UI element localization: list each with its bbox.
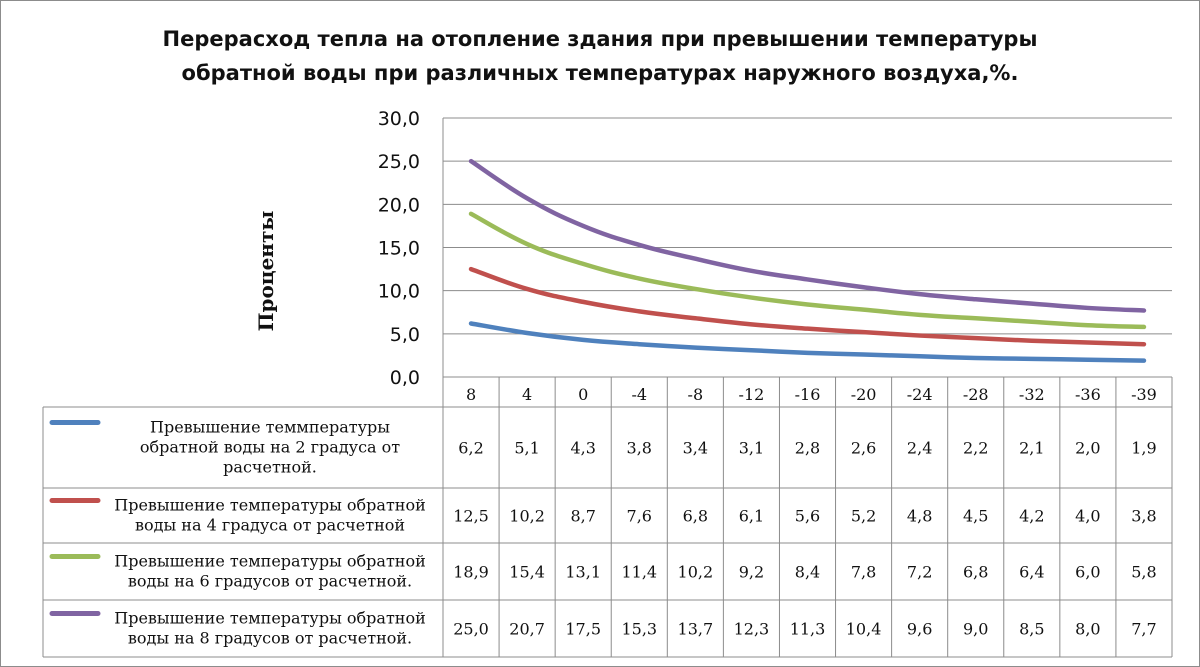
y-tick-label: 5,0 [390, 324, 420, 346]
y-tick-label: 20,0 [378, 194, 420, 216]
data-value-label: 9,0 [963, 620, 988, 639]
data-value-label: 2,4 [907, 439, 932, 458]
data-value-label: 5,2 [851, 507, 876, 526]
data-value-label: 3,4 [683, 439, 708, 458]
data-value-label: 5,1 [514, 439, 539, 458]
data-value-label: 1,9 [1131, 439, 1156, 458]
data-value-label: 3,8 [627, 439, 652, 458]
data-value-label: 6,4 [1019, 563, 1044, 582]
data-value-label: 8,4 [795, 563, 820, 582]
data-value-label: 10,2 [678, 563, 714, 582]
data-value-label: 2,6 [851, 439, 876, 458]
x-category-label: -8 [688, 385, 704, 404]
series-lines [468, 158, 1147, 363]
legend-label-line: Превышение температуры обратной [114, 552, 426, 571]
data-value-label: 3,8 [1131, 507, 1156, 526]
x-category-label: -24 [907, 385, 933, 404]
data-value-label: 4,5 [963, 507, 988, 526]
data-value-label: 2,2 [963, 439, 988, 458]
data-value-label: 17,5 [565, 620, 601, 639]
data-value-label: 20,7 [509, 620, 545, 639]
x-category-label: -20 [851, 385, 877, 404]
legend-label-line: Превышение температуры обратной [114, 496, 426, 515]
data-value-label: 15,3 [621, 620, 657, 639]
x-category-label: -16 [795, 385, 821, 404]
data-value-label: 10,2 [509, 507, 545, 526]
y-tick-label: 10,0 [378, 281, 420, 303]
legend-label-line: воды на 8 градусов от расчетной. [128, 629, 412, 648]
x-category-label: -12 [739, 385, 765, 404]
x-category-label: -28 [963, 385, 989, 404]
data-value-label: 25,0 [453, 620, 489, 639]
x-category-label: -36 [1075, 385, 1101, 404]
chart-title-line-2: обратной воды при различных температурах… [181, 61, 1019, 85]
data-value-label: 4,8 [907, 507, 932, 526]
data-value-label: 6,8 [963, 563, 988, 582]
data-value-label: 6,2 [458, 439, 483, 458]
x-category-label: 4 [522, 385, 532, 404]
y-tick-label: 0,0 [390, 367, 420, 389]
chart-title: Перерасход тепла на отопление здания при… [0, 22, 1200, 90]
y-tick-label: 25,0 [378, 151, 420, 173]
data-value-label: 9,6 [907, 620, 932, 639]
x-category-label: -39 [1131, 385, 1157, 404]
data-value-label: 2,8 [795, 439, 820, 458]
data-value-label: 18,9 [453, 563, 489, 582]
x-category-label: -4 [631, 385, 647, 404]
y-axis-ticks: 0,0 5,0 10,0 15,0 20,0 25,0 30,0 [378, 108, 420, 389]
data-value-label: 3,1 [739, 439, 764, 458]
data-value-label: 15,4 [509, 563, 545, 582]
data-value-label: 11,4 [621, 563, 657, 582]
data-value-label: 7,2 [907, 563, 932, 582]
data-value-label: 4,0 [1075, 507, 1100, 526]
data-value-label: 6,0 [1075, 563, 1100, 582]
data-value-label: 6,1 [739, 507, 764, 526]
data-value-label: 7,8 [851, 563, 876, 582]
data-value-label: 10,4 [846, 620, 882, 639]
data-value-label: 8,7 [570, 507, 595, 526]
data-value-label: 4,2 [1019, 507, 1044, 526]
data-value-label: 8,0 [1075, 620, 1100, 639]
data-value-label: 2,1 [1019, 439, 1044, 458]
data-value-label: 11,3 [790, 620, 826, 639]
data-value-label: 2,0 [1075, 439, 1100, 458]
series-line [468, 321, 1147, 363]
series-line [468, 266, 1147, 347]
data-value-label: 8,5 [1019, 620, 1044, 639]
y-tick-label: 30,0 [378, 108, 420, 130]
y-tick-label: 15,0 [378, 238, 420, 260]
legend-label-line: воды на 6 градусов от расчетной. [128, 572, 412, 591]
data-value-label: 4,3 [570, 439, 595, 458]
data-value-label: 6,8 [683, 507, 708, 526]
data-table: 8 4 0 -4 -8 -12 -16 -20 -24 -28 -32 -36 -39 Превышени… [42, 376, 1173, 658]
data-value-label: 9,2 [739, 563, 764, 582]
legend-label-line: Превышение температуры обратной [114, 609, 426, 628]
x-category-label: 8 [466, 385, 476, 404]
legend-label-line: воды на 4 градуса от расчетной [135, 516, 405, 535]
legend-label-line: Превышение теммпературы [150, 418, 390, 437]
data-value-label: 5,8 [1131, 563, 1156, 582]
data-value-label: 7,6 [627, 507, 652, 526]
legend-label-line: расчетной. [223, 458, 317, 477]
data-value-label: 13,1 [565, 563, 601, 582]
series-line [468, 158, 1147, 313]
legend-label-line: обратной воды на 2 градуса от [140, 438, 400, 457]
x-category-label: 0 [578, 385, 588, 404]
x-category-label: -32 [1019, 385, 1045, 404]
chart-title-line-1: Перерасход тепла на отопление здания при… [162, 27, 1038, 51]
data-value-label: 12,3 [734, 620, 770, 639]
data-value-label: 5,6 [795, 507, 820, 526]
data-value-label: 13,7 [678, 620, 714, 639]
data-value-label: 12,5 [453, 507, 489, 526]
series-line [468, 211, 1147, 330]
data-value-label: 7,7 [1131, 620, 1156, 639]
